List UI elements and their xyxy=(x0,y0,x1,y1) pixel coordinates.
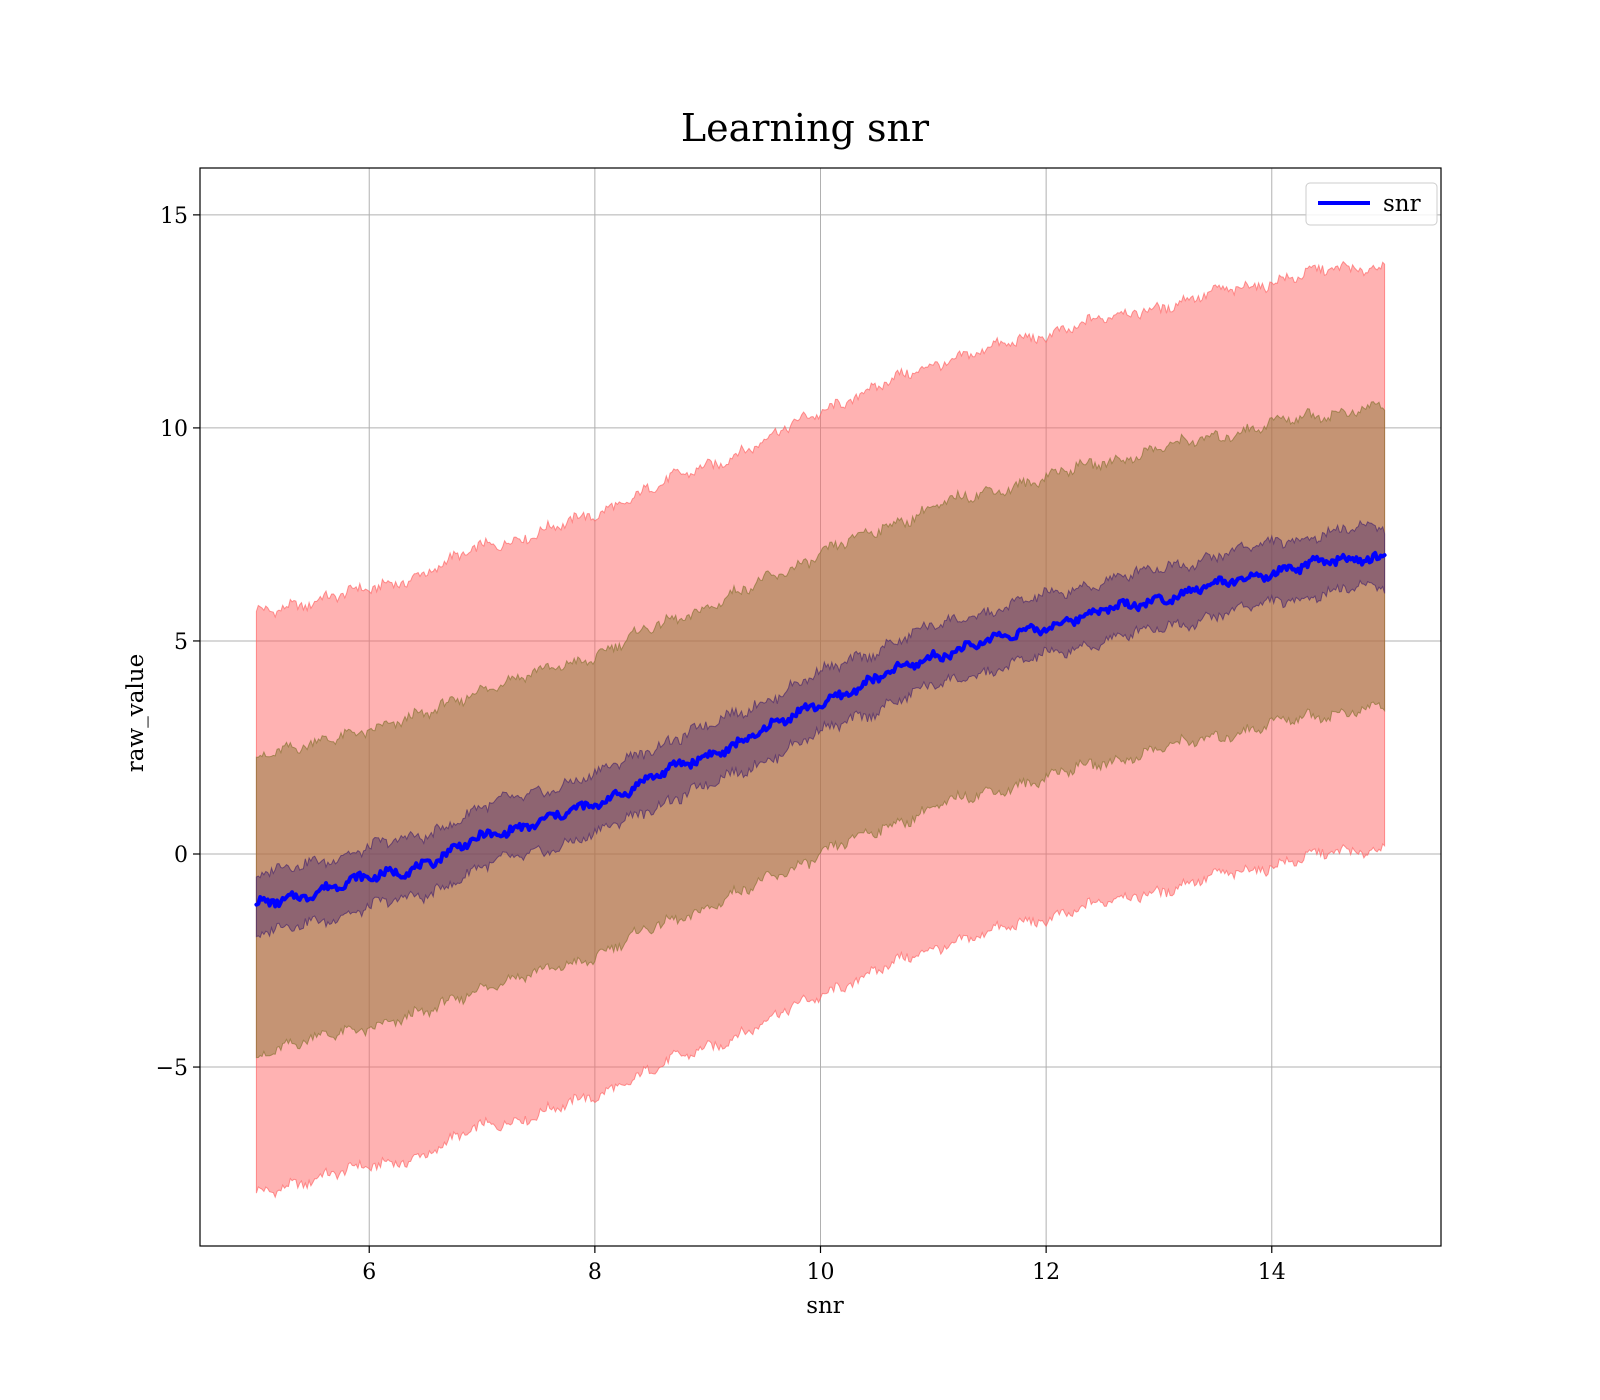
y-tick-label: 5 xyxy=(174,630,188,655)
x-tick-label: 6 xyxy=(362,1260,376,1285)
chart-title: Learning snr xyxy=(681,106,930,150)
x-tick-label: 12 xyxy=(1032,1260,1060,1285)
legend: snr xyxy=(1305,182,1438,226)
x-tick-label: 8 xyxy=(588,1260,602,1285)
series-lines xyxy=(254,550,1387,909)
confidence-bands xyxy=(255,260,1386,1199)
y-axis-ticks: −5 0 5 10 15 xyxy=(156,204,200,1081)
y-tick-label: 10 xyxy=(160,417,188,442)
legend-label: snr xyxy=(1383,191,1421,217)
y-axis-label: raw_value xyxy=(123,654,149,772)
x-axis-label: snr xyxy=(806,1293,844,1319)
series-line-snr xyxy=(254,550,1387,909)
legend-box xyxy=(1305,182,1438,226)
y-tick-label: 0 xyxy=(174,843,188,868)
x-axis-ticks: 6 8 10 12 14 xyxy=(362,1246,1286,1285)
confidence-band xyxy=(255,401,1386,1059)
plot-area xyxy=(199,167,1442,1247)
y-tick-label: 15 xyxy=(160,204,188,229)
x-tick-label: 10 xyxy=(807,1260,835,1285)
x-tick-label: 14 xyxy=(1258,1260,1286,1285)
y-tick-label: −5 xyxy=(156,1056,188,1081)
confidence-band xyxy=(255,519,1386,939)
